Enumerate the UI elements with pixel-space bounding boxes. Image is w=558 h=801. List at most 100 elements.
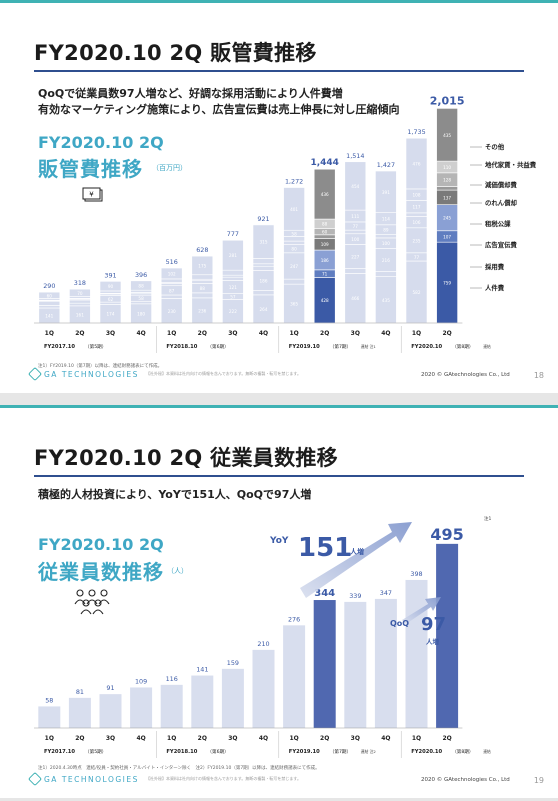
bar-segment-のれん償却	[314, 235, 335, 239]
bar-segment-地代家賃・共益費	[222, 270, 243, 275]
x-tick-label: 2Q	[442, 330, 451, 337]
x-tick-label: 1Q	[412, 735, 421, 742]
employee-bar	[100, 694, 122, 728]
bar-segment-採用費	[345, 269, 366, 274]
x-tick-label: 4Q	[259, 735, 268, 742]
bar-segment-地代家賃・共益費	[192, 275, 213, 279]
segment-value-label: 58	[291, 231, 297, 236]
company-logo: GA TECHNOLOGIES	[30, 369, 139, 379]
legend-label: 人件費	[485, 283, 505, 292]
segment-value-label: 174	[107, 312, 115, 317]
segment-value-label: 137	[443, 195, 451, 200]
company-name: GA TECHNOLOGIES	[44, 370, 139, 379]
bar-segment-租税公課	[161, 284, 182, 286]
group-period: （第8期）	[452, 748, 473, 755]
segment-value-label: 121	[229, 285, 237, 290]
page-number: 18	[534, 371, 544, 380]
employee-bar	[161, 685, 183, 728]
segment-value-label: 281	[229, 253, 237, 258]
x-tick-label: 3Q	[228, 330, 237, 337]
bar-segment-採用費	[39, 305, 60, 308]
employee-bar	[436, 544, 458, 728]
segment-value-label: 106	[413, 220, 421, 225]
x-tick-label: 1Q	[45, 330, 54, 337]
company-name: GA TECHNOLOGIES	[44, 775, 139, 784]
x-tick-label: 1Q	[289, 735, 298, 742]
x-tick-label: 3Q	[228, 735, 237, 742]
bar-segment-のれん償却	[375, 234, 396, 238]
qoq-suffix: 人増	[426, 637, 440, 646]
segment-value-label: 77	[414, 255, 420, 260]
bar-total-label: 290	[43, 282, 55, 290]
x-tick-label: 2Q	[320, 735, 329, 742]
segment-value-label: 89	[383, 228, 389, 233]
copyright: 2020 © GAtechnologies Co., Ltd	[421, 777, 510, 783]
group-period: （第5期）	[85, 748, 106, 755]
segment-value-label: 435	[382, 298, 390, 303]
bar-total-label: 516	[166, 258, 178, 266]
sga-stacked-bar-chart: 141602901Q161703182Q17462903913Q18058883…	[0, 3, 558, 396]
slide-sga-expenses: FY2020.10 2Q 販管費推移 QoQで従業員数97人増など、好調な採用活…	[0, 0, 558, 393]
yoy-value: 151	[298, 533, 352, 563]
bar-total-label: 1,427	[377, 161, 395, 169]
segment-value-label: 230	[168, 309, 176, 314]
bar-total-label: 1,514	[346, 152, 364, 160]
group-period: （第6期）	[207, 343, 228, 350]
group-period: （第5期）	[85, 343, 106, 350]
x-tick-label: 4Q	[136, 330, 145, 337]
segment-value-label: 245	[443, 216, 451, 221]
segment-value-label: 428	[321, 298, 329, 303]
segment-value-label: 102	[168, 271, 176, 276]
bar-segment-のれん償却	[284, 241, 305, 244]
segment-value-label: 117	[413, 205, 421, 210]
segment-value-label: 759	[443, 281, 451, 286]
segment-value-label: 180	[137, 311, 145, 316]
x-tick-label: 2Q	[75, 735, 84, 742]
employee-bar	[406, 580, 428, 728]
x-tick-label: 3Q	[106, 735, 115, 742]
bar-segment-減価償却費	[253, 264, 274, 266]
x-tick-label: 4Q	[381, 735, 390, 742]
employee-bar-chart: 581Q812Q913Q1094Q1161Q1412Q1593Q2104Q276…	[0, 408, 558, 801]
segment-value-label: 216	[382, 258, 390, 263]
confidential-notice: 【社外秘】本資料は社内向けの情報を含んでおります。無断の複製・転写を禁じます。	[146, 776, 301, 782]
segment-value-label: 466	[351, 296, 359, 301]
segment-value-label: 80	[291, 247, 297, 252]
x-tick-label: 2Q	[320, 330, 329, 337]
employee-bar	[283, 625, 305, 728]
bar-value-label: 109	[135, 677, 147, 685]
x-tick-label: 3Q	[351, 735, 360, 742]
legend-label: 地代家賃・共益費	[485, 160, 537, 169]
confidential-notice: 【社外秘】本資料は社内向けの情報を含んでおります。無断の複製・転写を禁じます。	[146, 371, 301, 377]
segment-value-label: 62	[108, 297, 114, 302]
segment-value-label: 90	[108, 284, 114, 289]
segment-value-label: 88	[138, 284, 144, 289]
segment-value-label: 114	[382, 217, 390, 222]
bar-segment-租税公課	[253, 266, 274, 270]
employee-bar	[314, 600, 336, 728]
bar-total-label: 2,015	[430, 94, 465, 107]
bar-segment-採用費	[161, 295, 182, 299]
group-label: FY2017.10	[44, 344, 75, 350]
x-tick-label: 4Q	[136, 735, 145, 742]
employee-bar	[344, 602, 366, 728]
legend-label: のれん償却	[485, 198, 518, 207]
footnote: 注1）2020.4.30時点 連結/役員・契約社員・アルバイト・インターン除く …	[38, 765, 320, 771]
bar-value-label: 159	[227, 659, 239, 667]
segment-value-label: 175	[198, 263, 206, 268]
x-tick-label: 3Q	[106, 330, 115, 337]
bar-segment-減価償却費	[222, 275, 243, 277]
x-tick-label: 3Q	[351, 330, 360, 337]
bar-value-label: 398	[410, 570, 422, 578]
segment-value-label: 88	[200, 286, 206, 291]
group-period: （第6期）	[207, 748, 228, 755]
page-number: 19	[534, 776, 544, 785]
x-tick-label: 1Q	[167, 735, 176, 742]
segment-value-label: 247	[290, 264, 298, 269]
group-note: 連結	[483, 749, 491, 754]
bar-total-label: 318	[74, 279, 86, 287]
segment-value-label: 87	[169, 288, 175, 293]
segment-value-label: 582	[413, 290, 421, 295]
bar-value-label: 58	[45, 696, 53, 704]
qoq-value: 97	[421, 614, 446, 635]
